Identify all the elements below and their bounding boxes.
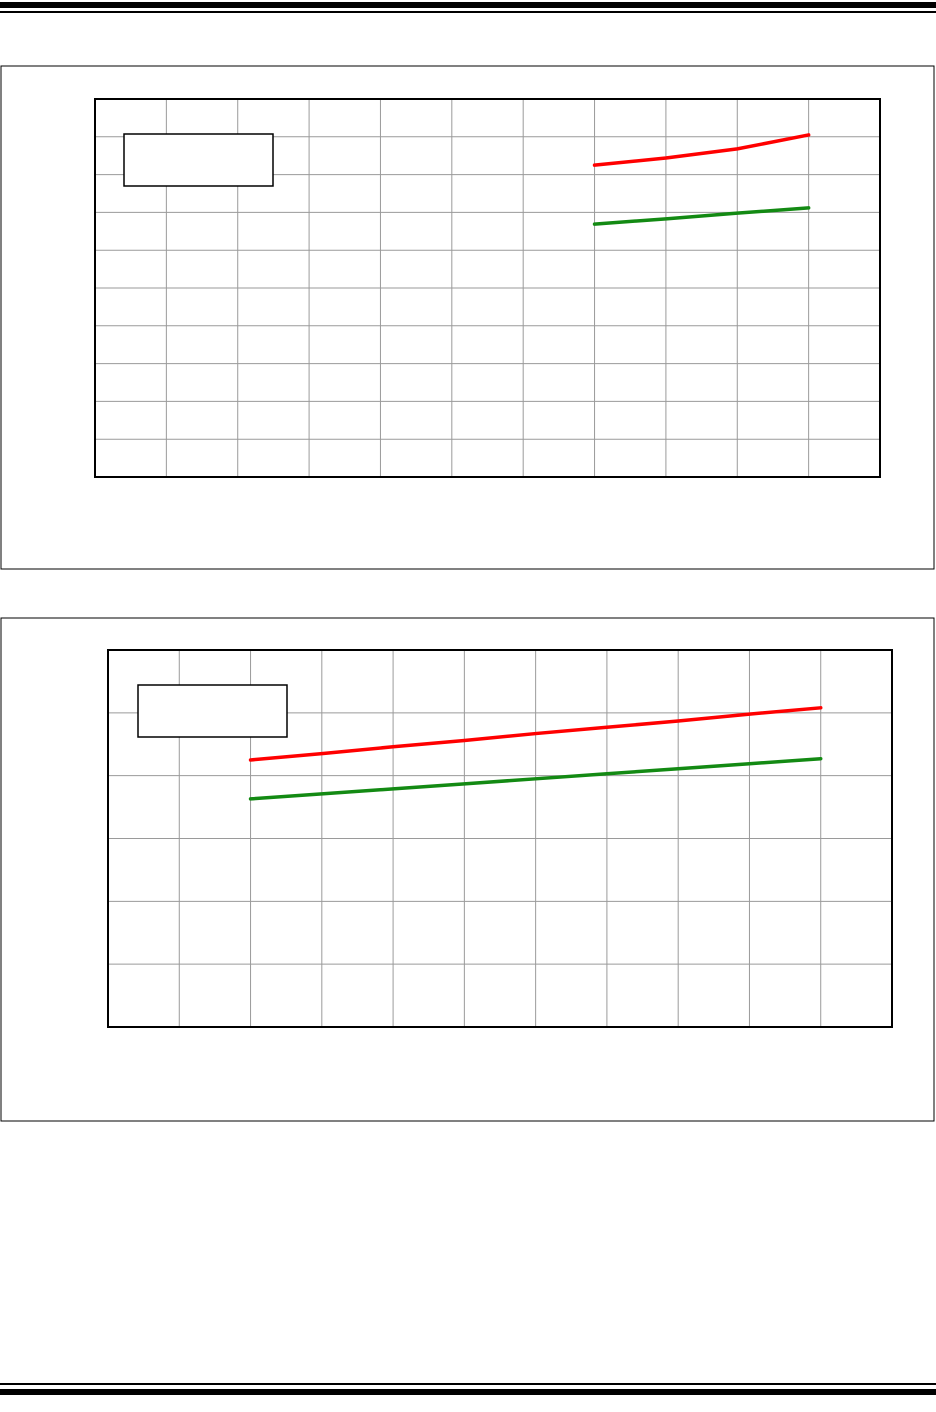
figure-frame	[0, 65, 935, 570]
data-line	[592, 206, 811, 226]
header-rule-thick	[0, 2, 936, 8]
data-line	[592, 133, 811, 167]
footer-rule-thin	[0, 1383, 936, 1385]
plot-border	[94, 98, 881, 478]
figure-frame	[0, 617, 935, 1122]
charts	[94, 98, 893, 1028]
header-rule-thin	[0, 11, 936, 13]
data-line	[248, 706, 823, 762]
legend-box	[123, 133, 274, 187]
legend-box	[137, 684, 288, 738]
plot-border	[107, 649, 893, 1028]
data-line	[248, 756, 823, 801]
footer-rule-thick	[0, 1389, 936, 1395]
